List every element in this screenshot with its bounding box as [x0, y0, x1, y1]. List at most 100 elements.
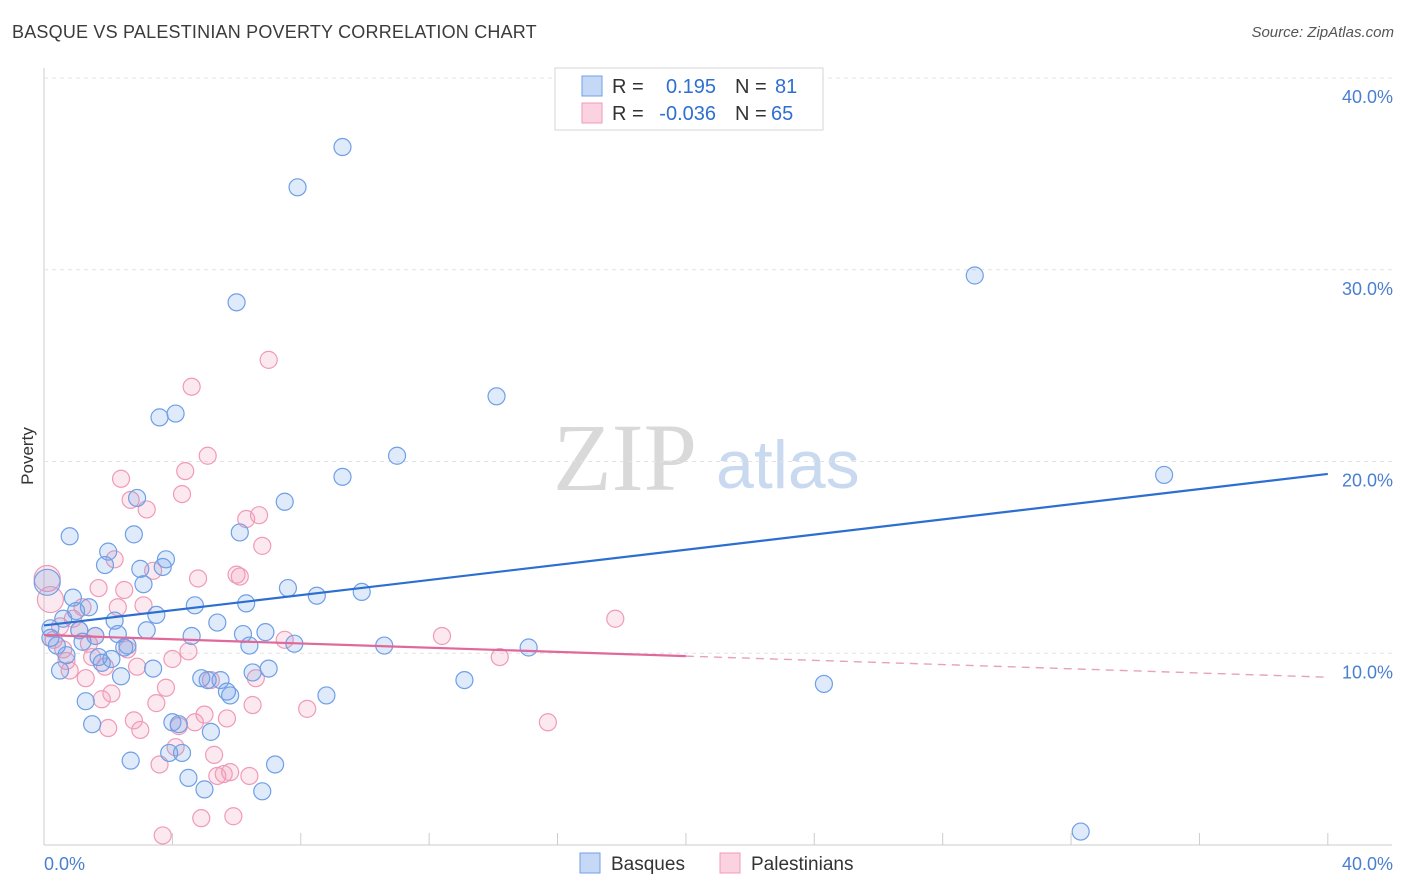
basques-point-27 [121, 751, 140, 770]
basques-point-64 [275, 492, 294, 511]
basques-point-25 [115, 638, 134, 657]
legend-bottom-swatch-basques [579, 852, 601, 874]
basques-point-60 [253, 782, 272, 801]
basques-point-20 [99, 542, 118, 561]
basques-point-9 [63, 588, 82, 607]
legend-n-label-palestinians: N = [735, 103, 767, 125]
basques-point-33 [144, 659, 163, 678]
y-tick-labels: 10.0% 20.0% 30.0% 40.0% [1342, 87, 1393, 682]
palestinians-point-23 [115, 580, 134, 600]
palestinians-point-60 [246, 669, 265, 688]
basques-point-61 [256, 623, 275, 642]
palestinians-point-58 [240, 766, 259, 786]
basques-point-65 [278, 578, 298, 598]
basques-point-70 [352, 582, 371, 601]
palestinians-point-27 [127, 657, 147, 676]
palestinians-point-43 [185, 713, 204, 732]
palestinians-point-11 [76, 669, 95, 688]
palestinians-point-13 [83, 647, 102, 667]
basques-point-42 [172, 743, 192, 763]
basques-point-21 [102, 649, 121, 669]
basques-point-30 [131, 559, 150, 578]
legend-r-label-palestinians: R = [612, 103, 644, 125]
palestinians-point-42 [182, 377, 201, 396]
chart-title: BASQUE VS PALESTINIAN POVERTY CORRELATIO… [12, 22, 537, 42]
palestinians-point-53 [221, 763, 240, 782]
grid-lines [44, 77, 1392, 654]
basques-point-48 [198, 670, 217, 690]
basques-point-77 [965, 266, 984, 285]
palestinians-point-51 [214, 764, 233, 784]
basques-point-32 [137, 621, 156, 640]
legend-r-label-basques: R = [612, 76, 644, 98]
y-axis-label: Poverty [18, 427, 37, 485]
y-tick-label-4: 40.0% [1342, 87, 1393, 107]
basques-point-5 [50, 661, 70, 680]
x-ticks [171, 833, 1329, 845]
palestinians-point-59 [243, 695, 262, 715]
palestinians-point-28 [131, 720, 150, 740]
y-tick-label-2: 20.0% [1342, 471, 1393, 491]
palestinians-point-47 [198, 446, 217, 465]
basques-point-51 [211, 670, 230, 690]
legend-r-value-palestinians: -0.036 [659, 103, 716, 125]
source-credit: Source: ZipAtlas.com [1251, 24, 1394, 41]
palestinians-point-2 [36, 585, 65, 614]
basques-point-63 [265, 755, 285, 774]
x-tick-label-2: 40.0% [1342, 854, 1393, 874]
palestinians-point-36 [163, 649, 182, 669]
basques-point-34 [147, 605, 166, 625]
basques-point-45 [185, 596, 204, 615]
basques-point-74 [455, 670, 474, 690]
basques-point-71 [288, 178, 307, 197]
palestinians-point-62 [253, 536, 272, 555]
basques-point-79 [1071, 822, 1090, 841]
basques-trend-line [43, 472, 1328, 627]
basques-point-44 [182, 626, 201, 646]
palestinians-trend-extension [685, 655, 1328, 678]
basques-point-40 [166, 404, 185, 423]
palestinians-points [33, 350, 625, 845]
palestinians-point-61 [249, 506, 269, 525]
basques-point-69 [333, 467, 352, 486]
palestinians-point-45 [192, 809, 211, 828]
palestinians-point-22 [111, 469, 131, 488]
palestinians-point-49 [205, 745, 224, 764]
palestinians-point-25 [121, 490, 140, 509]
palestinians-point-32 [147, 694, 166, 713]
legend-swatch-basques [581, 75, 603, 97]
palestinians-point-52 [217, 709, 237, 728]
palestinians-point-15 [89, 578, 108, 598]
palestinians-point-69 [606, 609, 625, 628]
basques-point-31 [134, 575, 153, 594]
palestinians-point-19 [102, 684, 121, 703]
basques-point-78 [814, 674, 834, 694]
basques-points [33, 137, 1174, 841]
y-tick-label-1: 10.0% [1342, 662, 1393, 682]
basques-point-39 [163, 713, 182, 732]
basques-point-8 [60, 527, 79, 546]
palestinians-point-16 [92, 690, 111, 709]
basques-point-4 [47, 636, 66, 655]
palestinians-point-55 [227, 565, 246, 584]
basques-point-62 [259, 659, 278, 678]
palestinians-point-68 [538, 713, 557, 732]
basques-point-67 [307, 586, 326, 605]
basques-point-28 [124, 525, 143, 544]
basques-point-1 [33, 568, 61, 596]
palestinians-point-66 [432, 626, 452, 646]
palestinians-point-46 [195, 705, 214, 724]
legend-bottom-label-palestinians: Palestinians [751, 854, 853, 875]
basques-point-43 [179, 768, 198, 787]
basques-point-59 [243, 663, 262, 682]
palestinians-point-18 [99, 718, 118, 738]
basques-point-38 [160, 743, 179, 763]
palestinians-point-41 [179, 642, 198, 661]
basques-point-73 [387, 446, 407, 465]
palestinians-point-54 [224, 807, 243, 826]
basques-point-54 [227, 293, 246, 312]
basques-point-15 [83, 715, 102, 734]
basques-point-41 [169, 715, 188, 734]
basques-point-7 [57, 646, 76, 665]
